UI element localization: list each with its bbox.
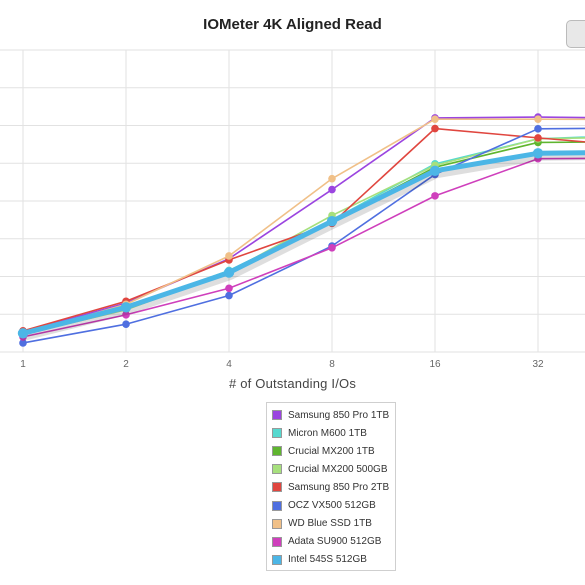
legend-item[interactable]: WD Blue SSD 1TB — [267, 515, 395, 533]
legend-swatch — [272, 500, 282, 511]
legend-label: Crucial MX200 500GB — [288, 463, 388, 475]
legend-label: Crucial MX200 1TB — [288, 445, 375, 457]
x-tick-labels: 1248163264 — [20, 359, 544, 370]
logo-icon — [566, 20, 585, 48]
legend-swatch — [272, 536, 282, 547]
legend-item[interactable]: Crucial MX200 500GB — [267, 460, 395, 478]
legend-item[interactable]: Samsung 850 Pro 1TB — [267, 406, 395, 424]
data-point[interactable] — [225, 291, 233, 300]
data-point[interactable] — [328, 185, 336, 194]
data-point[interactable] — [534, 115, 542, 123]
legend-item[interactable]: Samsung 850 Pro 2TB — [267, 478, 395, 496]
legend-swatch — [272, 428, 282, 439]
legend-swatch — [272, 482, 282, 493]
data-point[interactable] — [19, 339, 27, 347]
data-point[interactable] — [122, 320, 130, 329]
data-point[interactable] — [534, 125, 542, 133]
legend-item[interactable]: Adata SU900 512GB — [267, 533, 395, 551]
legend: Samsung 850 Pro 1TB Micron M600 1TB Crucia… — [266, 402, 396, 571]
legend-swatch — [272, 446, 282, 457]
data-point[interactable] — [328, 174, 336, 183]
x-axis-label: # of Outstanding I/Os — [228, 376, 357, 391]
legend-label: WD Blue SSD 1TB — [288, 518, 372, 530]
legend-label: Samsung 850 Pro 2TB — [288, 481, 390, 493]
legend-label: Samsung 850 Pro 1TB — [288, 409, 390, 421]
data-point[interactable] — [225, 252, 233, 260]
data-point[interactable] — [532, 148, 544, 159]
data-point[interactable] — [120, 302, 132, 313]
data-point[interactable] — [431, 115, 439, 123]
legend-swatch — [272, 410, 282, 421]
legend-swatch — [272, 554, 282, 565]
x-tick-label: 16 — [429, 359, 441, 370]
legend-item[interactable]: Micron M600 1TB — [267, 424, 395, 442]
series-samsung-850-pro-1tb — [19, 113, 585, 336]
data-point[interactable] — [122, 311, 130, 319]
series-intel-545s-512gb — [17, 148, 585, 341]
data-point[interactable] — [17, 328, 29, 339]
legend-label: OCZ VX500 512GB — [288, 500, 376, 512]
legend-label: Intel 545S 512GB — [288, 554, 367, 566]
chart-title: IOMeter 4K Aligned Read — [203, 16, 382, 33]
x-tick-label: 2 — [123, 359, 129, 370]
data-point[interactable] — [223, 267, 235, 278]
data-point[interactable] — [225, 284, 233, 293]
data-point[interactable] — [431, 124, 439, 133]
x-tick-label: 32 — [532, 359, 544, 370]
data-point[interactable] — [429, 165, 441, 176]
legend-label: Adata SU900 512GB — [288, 536, 382, 548]
series-line — [22, 116, 585, 333]
legend-label: Micron M600 1TB — [288, 427, 367, 439]
legend-swatch — [272, 464, 282, 475]
data-point[interactable] — [534, 134, 542, 142]
series-lines — [17, 113, 585, 347]
legend-item[interactable]: Crucial MX200 1TB — [267, 442, 395, 460]
series-samsung-850-pro-2tb — [19, 124, 585, 335]
x-tick-label: 8 — [329, 359, 335, 370]
data-point[interactable] — [326, 216, 338, 227]
x-tick-label: 4 — [226, 359, 232, 370]
data-point[interactable] — [328, 244, 336, 252]
x-tick-label: 1 — [20, 359, 26, 370]
legend-item[interactable]: Intel 545S 512GB — [267, 551, 395, 569]
legend-swatch — [272, 518, 282, 529]
legend-item[interactable]: OCZ VX500 512GB — [267, 496, 395, 514]
data-point[interactable] — [431, 192, 439, 200]
grid-lines — [0, 49, 585, 353]
